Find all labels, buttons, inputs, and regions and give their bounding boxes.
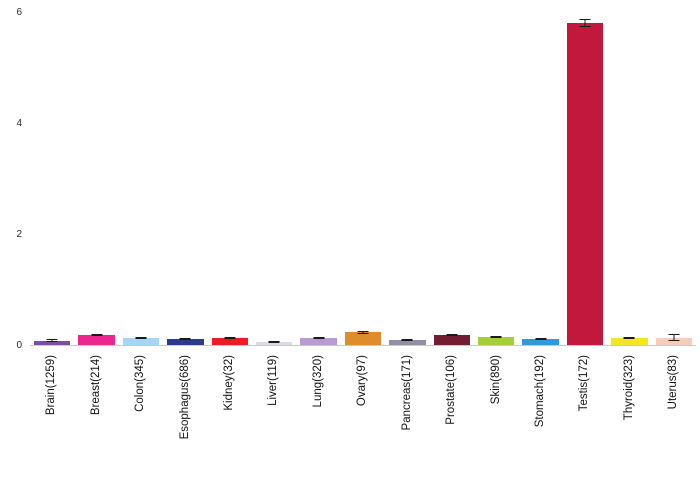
bar-slot [652, 8, 696, 345]
error-bar [179, 337, 191, 341]
bar-slot [74, 8, 118, 345]
bar [256, 341, 293, 345]
bar [78, 335, 115, 345]
bar [522, 338, 559, 345]
plot-area [30, 8, 696, 346]
bar-slot [385, 8, 429, 345]
bar-slot [296, 8, 340, 345]
error-bar-line [584, 20, 586, 26]
x-tick-label: Uterus(83) [667, 355, 680, 410]
error-bar [579, 19, 591, 27]
bar-slot [430, 8, 474, 345]
x-tick-label: Colon(345) [134, 355, 147, 412]
x-tick-label: Testis(172) [578, 355, 591, 412]
x-tick-label: Prostate(106) [445, 355, 458, 425]
x-label-cell: Uterus(83) [652, 347, 696, 477]
x-tick-label: Lung(320) [311, 355, 324, 408]
error-bar [401, 338, 413, 342]
y-tick-label: 2 [16, 229, 22, 240]
bar-slot [607, 8, 651, 345]
x-tick-label: Breast(214) [89, 355, 102, 416]
x-tick-label: Stomach(192) [533, 355, 546, 428]
x-label-cell: Thyroid(323) [607, 347, 651, 477]
x-label-cell: Ovary(97) [341, 347, 385, 477]
x-label-cell: Brain(1259) [30, 347, 74, 477]
x-tick-label: Liver(119) [267, 355, 280, 406]
bar-slot [252, 8, 296, 345]
x-label-cell: Prostate(106) [430, 347, 474, 477]
x-tick-label: Esophagus(686) [178, 355, 191, 440]
error-bar [313, 337, 325, 340]
x-axis-labels: Brain(1259) Breast(214) Colon(345) Esophagu… [30, 347, 696, 477]
x-label-cell: Skin(890) [474, 347, 518, 477]
bars-container [30, 8, 696, 345]
error-bar [46, 339, 58, 342]
x-tick-label: Ovary(97) [356, 355, 369, 407]
x-label-cell: Esophagus(686) [163, 347, 207, 477]
x-label-cell: Breast(214) [74, 347, 118, 477]
bar-slot [518, 8, 562, 345]
bar-slot [563, 8, 607, 345]
bar [389, 340, 426, 345]
bar [34, 340, 71, 345]
bar [167, 338, 204, 345]
error-bar [490, 336, 502, 339]
bar-slot [119, 8, 163, 345]
bar [655, 337, 693, 345]
x-label-cell: Liver(119) [252, 347, 296, 477]
error-bar [268, 340, 280, 343]
bar [122, 337, 160, 345]
x-tick-label: Thyroid(323) [622, 355, 635, 421]
bar-slot [474, 8, 518, 345]
bar [344, 332, 382, 345]
error-bar [668, 334, 680, 342]
error-bar [623, 336, 635, 339]
error-bar [224, 336, 236, 339]
bar-slot [341, 8, 385, 345]
error-bar [135, 336, 147, 339]
y-axis: 0 2 4 6 [0, 7, 28, 351]
x-label-cell: Testis(172) [563, 347, 607, 477]
bar-slot [208, 8, 252, 345]
error-bar [357, 330, 369, 334]
bar [300, 338, 337, 345]
bar [478, 337, 515, 345]
x-tick-label: Skin(890) [489, 355, 502, 405]
y-tick-label: 4 [16, 118, 22, 129]
bar [433, 335, 471, 345]
error-bar-line [673, 335, 675, 341]
bar-slot [163, 8, 207, 345]
x-label-cell: Stomach(192) [518, 347, 562, 477]
error-bar [446, 333, 458, 337]
x-tick-label: Pancreas(171) [400, 355, 413, 431]
x-label-cell: Kidney(32) [208, 347, 252, 477]
x-tick-label: Kidney(32) [223, 355, 236, 411]
x-label-cell: Pancreas(171) [385, 347, 429, 477]
error-bar [91, 333, 103, 337]
error-bar [535, 337, 547, 341]
y-tick-label: 6 [16, 7, 22, 18]
x-label-cell: Lung(320) [296, 347, 340, 477]
x-tick-label: Brain(1259) [45, 355, 58, 416]
bar-slot [30, 8, 74, 345]
bar [211, 337, 249, 345]
error-bar-line [362, 331, 364, 333]
x-label-cell: Colon(345) [119, 347, 163, 477]
bar [611, 337, 648, 345]
y-tick-label: 0 [16, 340, 22, 351]
bar [566, 23, 604, 345]
